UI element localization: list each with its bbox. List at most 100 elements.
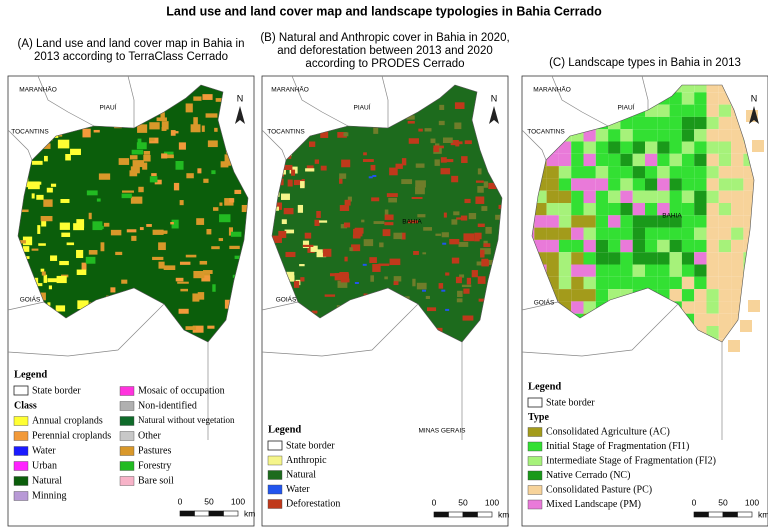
land-cover-patch	[305, 103, 310, 111]
land-cover-patch	[477, 223, 485, 228]
land-cover-patch	[395, 163, 403, 169]
landscape-cell	[728, 340, 740, 352]
land-cover-patch	[41, 219, 47, 227]
land-cover-patch	[147, 301, 158, 310]
land-cover-patch	[337, 132, 347, 138]
land-cover-patch	[456, 298, 463, 303]
landscape-cell	[706, 215, 719, 228]
landscape-cell	[558, 203, 572, 216]
land-cover-patch	[390, 106, 400, 115]
land-cover-patch	[342, 273, 348, 280]
landscape-cell	[731, 178, 744, 191]
landscape-cell	[532, 326, 535, 339]
landscape-cell	[657, 338, 670, 342]
landscape-cell	[583, 289, 596, 302]
land-cover-patch	[288, 315, 297, 322]
landscape-cell	[694, 313, 707, 326]
scale-segment	[693, 511, 709, 518]
land-cover-patch	[389, 258, 401, 266]
landscape-cell	[718, 239, 732, 253]
land-cover-patch	[377, 305, 385, 310]
land-cover-patch	[137, 138, 142, 146]
landscape-cell	[584, 351, 596, 363]
land-cover-patch	[197, 168, 202, 174]
land-cover-patch	[498, 204, 502, 209]
scale-unit: km	[244, 508, 255, 518]
land-cover-patch	[384, 214, 394, 220]
land-cover-patch	[185, 254, 197, 258]
scale-segment	[448, 511, 464, 518]
landscape-cell	[620, 351, 632, 363]
landscape-cell	[620, 153, 633, 167]
land-cover-patch	[417, 214, 426, 218]
landscape-cell	[718, 178, 732, 191]
landscape-cell	[657, 85, 670, 93]
landscape-cell	[608, 215, 621, 228]
north-label: N	[751, 93, 758, 103]
land-cover-patch	[351, 244, 361, 252]
landscape-cell	[743, 289, 754, 302]
landscape-cell	[546, 338, 559, 342]
legend-label: Minning	[32, 490, 66, 501]
water-patch	[362, 263, 367, 266]
land-cover-patch	[460, 215, 468, 221]
land-cover-patch	[158, 242, 166, 251]
landscape-cell	[681, 116, 695, 130]
land-cover-patch	[478, 298, 487, 302]
land-cover-patch	[475, 180, 484, 183]
landscape-cell	[645, 301, 658, 314]
legend-label: Bare soil	[138, 475, 174, 486]
landscape-cell	[681, 215, 695, 228]
state-border	[37, 75, 95, 127]
landscape-cell	[608, 264, 621, 277]
land-cover-patch	[422, 252, 427, 255]
landscape-cell	[632, 116, 645, 130]
land-cover-patch	[18, 94, 24, 104]
land-cover-patch	[393, 281, 399, 286]
landscape-cell	[731, 153, 744, 167]
land-cover-patch	[232, 274, 237, 278]
land-cover-patch	[234, 276, 241, 279]
land-cover-patch	[435, 233, 442, 236]
land-cover-patch	[202, 94, 213, 100]
land-cover-patch	[480, 248, 491, 255]
landscape-cell	[681, 104, 695, 117]
landscape-cell	[645, 313, 658, 326]
land-cover-patch	[324, 294, 336, 297]
land-cover-patch	[464, 198, 471, 204]
legend-label: Deforestation	[286, 498, 340, 509]
land-cover-patch	[21, 174, 27, 179]
landscape-cell	[645, 116, 658, 130]
landscape-cell	[632, 190, 645, 203]
land-cover-patch	[299, 264, 305, 267]
legend-swatch	[527, 456, 543, 466]
land-cover-patch	[53, 128, 59, 132]
land-cover-patch	[274, 166, 283, 173]
landscape-cell	[669, 166, 682, 179]
legend-label: Non-identified	[138, 400, 197, 411]
land-cover-patch	[443, 212, 447, 218]
land-cover-patch	[291, 169, 296, 176]
land-cover-patch	[223, 111, 228, 116]
landscape-cell	[532, 289, 535, 302]
land-cover-patch	[497, 179, 502, 185]
landscape-cell	[571, 141, 584, 154]
land-cover-patch	[279, 332, 287, 336]
land-cover-patch	[93, 119, 98, 125]
land-cover-patch	[463, 233, 475, 242]
land-cover-patch	[88, 212, 92, 220]
land-cover-patch	[130, 106, 136, 111]
landscape-cell	[571, 178, 584, 191]
landscape-cell	[681, 227, 695, 240]
state-border	[261, 129, 287, 161]
land-cover-patch	[458, 350, 464, 357]
land-cover-patch	[393, 335, 401, 340]
land-cover-patch	[162, 154, 174, 159]
land-cover-patch	[339, 173, 347, 179]
land-cover-patch	[57, 139, 70, 149]
land-cover-patch	[203, 270, 213, 274]
land-cover-patch	[197, 292, 205, 300]
state-border	[291, 75, 349, 127]
land-cover-patch	[339, 177, 343, 184]
landscape-cell	[571, 116, 584, 130]
